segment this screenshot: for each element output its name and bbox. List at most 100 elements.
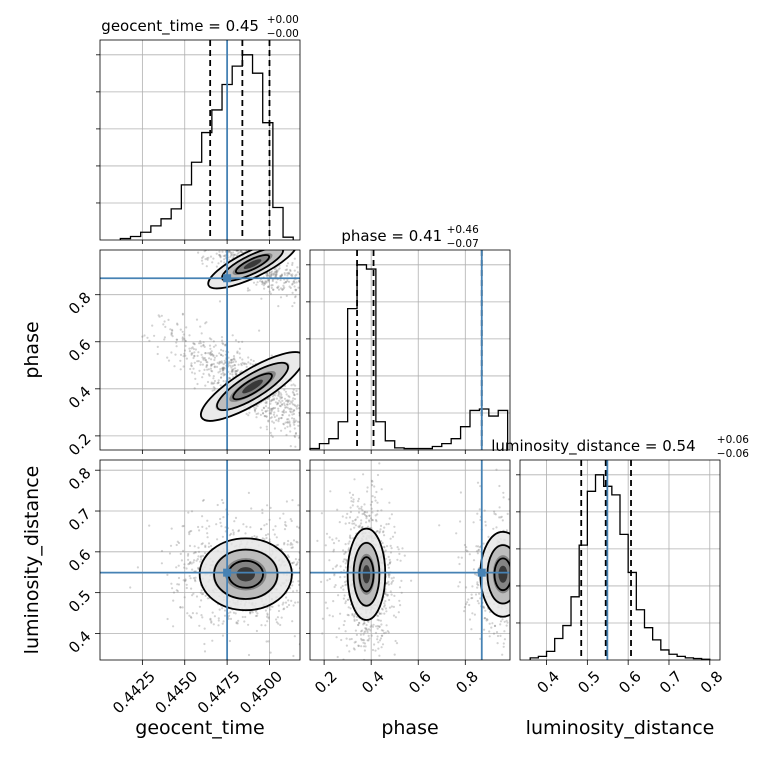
sample-point [204,352,207,355]
sample-point [207,373,210,376]
sample-point [220,236,222,238]
sample-point [283,388,286,391]
sample-point [347,547,350,550]
sample-point [387,522,390,526]
sample-point [243,362,246,365]
sample-point [463,610,466,613]
sample-point [272,413,275,416]
sample-point [357,500,360,503]
sample-point [386,582,389,585]
sample-point [477,584,480,587]
sample-point [536,581,538,583]
sample-point [361,509,364,512]
sample-point [468,618,472,621]
sample-point [229,617,233,621]
sample-point [201,616,204,619]
sample-point [512,588,514,590]
sample-point [371,500,374,503]
sample-point [200,614,203,617]
sample-point [197,525,200,529]
sample-point [252,281,256,284]
sample-point [301,400,303,402]
sample-point [166,573,169,577]
sample-point [282,411,286,414]
sample-point [208,337,211,340]
sample-point [237,363,240,366]
sample-point [390,581,393,584]
sample-point [293,257,296,260]
sample-point [181,525,184,528]
sample-point [236,246,238,248]
sample-point [221,498,224,502]
sample-point [220,376,223,379]
sample-point [351,522,354,525]
sample-point [336,307,338,309]
sample-point [228,250,231,253]
sample-point [305,289,307,291]
sample-point [483,606,486,610]
sample-point [278,417,281,420]
sample-point [192,367,195,370]
sample-point [379,524,383,528]
sample-point [272,393,275,397]
sample-point [360,639,363,642]
sample-point [476,599,479,603]
sample-point [539,555,541,557]
sample-point [205,527,208,530]
sample-point [281,603,284,606]
sample-point [222,367,225,370]
sample-point [237,340,240,344]
sample-point [212,377,215,380]
sample-point [516,591,518,593]
sample-point [275,270,278,273]
sample-point [275,397,278,400]
sample-point [380,607,384,610]
sample-point [250,245,252,247]
sample-point [399,604,402,607]
sample-point [495,468,498,471]
sample-point [284,523,287,526]
sample-point [230,370,233,373]
sample-point [381,608,384,611]
sample-point [203,224,205,226]
sample-point [388,598,391,602]
sample-point [197,351,200,354]
sample-point [263,415,266,418]
sample-point [476,583,479,586]
sample-point [181,313,184,316]
sample-point [176,590,179,593]
sample-point [472,521,475,524]
sample-point [270,272,274,275]
sample-point [289,445,292,448]
sample-point [270,407,273,410]
sample-point [224,344,227,347]
sample-point [512,586,514,588]
sample-point [295,273,298,276]
density-block [498,565,508,583]
sample-point [516,587,518,589]
sample-point [522,618,524,620]
sample-point [517,541,519,543]
sample-point [264,410,267,413]
sample-point [188,544,192,548]
sample-point [186,231,188,233]
sample-point [321,617,324,620]
contour-level-1 [213,548,279,600]
sample-point [512,518,514,520]
sample-point [371,519,374,522]
sample-point [181,337,184,340]
sample-point [190,353,193,356]
sample-point [368,637,371,640]
sample-point [361,668,363,670]
sample-point [520,569,522,571]
sample-point [221,607,224,610]
sample-point [234,228,236,230]
sample-point [331,421,333,423]
sample-point [198,246,200,248]
sample-point [378,612,382,615]
sample-point [296,561,299,564]
sample-point [475,573,478,577]
sample-point [378,530,381,533]
sample-point [532,553,534,555]
sample-point [197,233,199,235]
